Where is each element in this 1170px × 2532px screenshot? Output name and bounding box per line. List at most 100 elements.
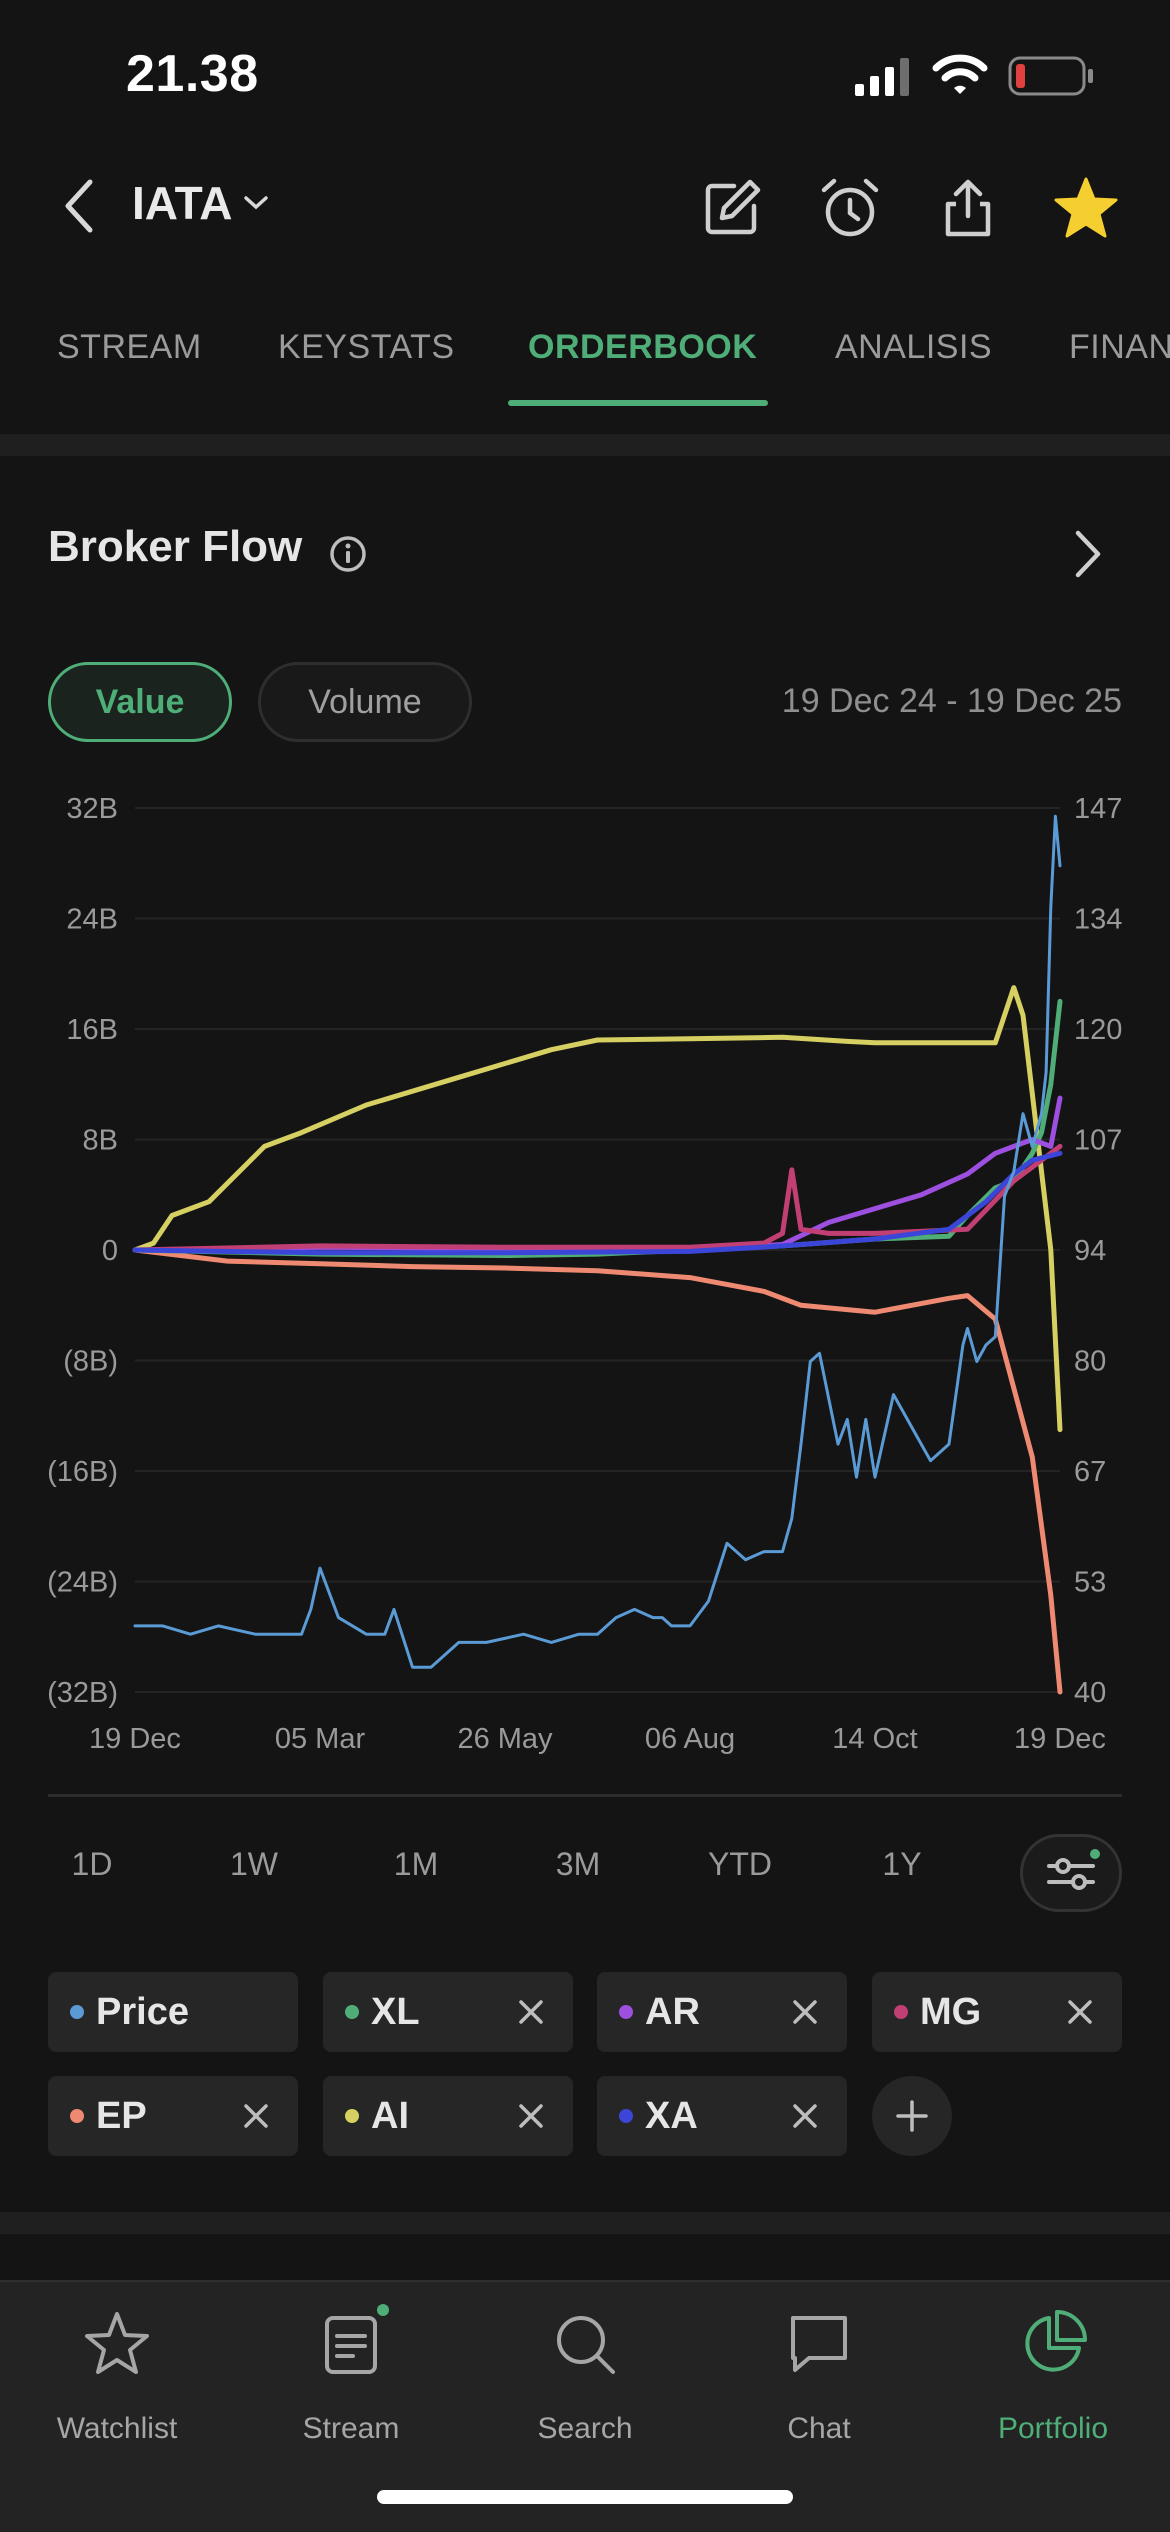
tab-analisis[interactable]: ANALISIS: [835, 328, 993, 366]
y-right-tick-label: 147: [1074, 793, 1122, 825]
cellular-signal-icon: [855, 58, 909, 96]
y-left-tick-label: (16B): [47, 1456, 118, 1488]
tab-keystats[interactable]: KEYSTATS: [278, 328, 455, 366]
series-color-dot: [345, 2005, 359, 2019]
stream-icon: [325, 2304, 389, 2374]
legend-label: EP: [96, 2094, 147, 2137]
nav-label: Watchlist: [56, 2412, 178, 2445]
card-title: Broker Flow: [48, 522, 303, 571]
chart-settings-button[interactable]: [1020, 1834, 1122, 1912]
close-icon[interactable]: [785, 1992, 825, 2032]
x-tick-label: 05 Mar: [275, 1723, 366, 1755]
close-icon[interactable]: [511, 1992, 551, 2032]
tab-stream[interactable]: STREAM: [57, 328, 202, 366]
legend-chip-price[interactable]: Price: [48, 1972, 298, 2052]
series-line-ar: [132, 1095, 1063, 1253]
y-right-tick-label: 94: [1074, 1235, 1106, 1267]
series-color-dot: [619, 2005, 633, 2019]
chevron-down-icon: [243, 196, 268, 210]
date-range-label: 19 Dec 24 - 19 Dec 25: [781, 682, 1122, 720]
share-button[interactable]: [932, 172, 1004, 244]
legend-chip-mg[interactable]: MG: [872, 1972, 1122, 2052]
chevron-right-icon: [1075, 530, 1101, 578]
legend-chip-xl[interactable]: XL: [323, 1972, 573, 2052]
series-color-dot: [70, 2109, 84, 2123]
search-icon: [557, 2316, 615, 2374]
broker-flow-chart[interactable]: 32B 24B 16B 8B 0 (8B) (16B) (24B) (32B) 147 134 12…: [0, 770, 1170, 1770]
series-line-price: [133, 814, 1062, 1669]
x-tick-label: 06 Aug: [645, 1723, 735, 1755]
range-ytd-button[interactable]: YTD: [708, 1846, 772, 1882]
y-left-tick-label: 24B: [66, 904, 118, 936]
y-left-tick-label: 16B: [66, 1014, 118, 1046]
legend-chip-ar[interactable]: AR: [597, 1972, 847, 2052]
y-left-tick-label: 0: [102, 1235, 118, 1267]
share-icon: [945, 179, 991, 237]
y-right-tick-label: 40: [1074, 1677, 1106, 1709]
range-3m-button[interactable]: 3M: [555, 1846, 601, 1882]
legend-chip-ep[interactable]: EP: [48, 2076, 298, 2156]
home-indicator: [377, 2490, 793, 2504]
legend-chip-xa[interactable]: XA: [597, 2076, 847, 2156]
status-time: 21.38: [126, 45, 259, 103]
back-button[interactable]: [48, 170, 112, 242]
edit-icon: [705, 179, 761, 235]
y-right-tick-label: 80: [1074, 1346, 1106, 1378]
range-1d-button[interactable]: 1D: [71, 1846, 113, 1882]
x-axis: 19 Dec 05 Mar 26 May 06 Aug 14 Oct 19 Dec: [89, 1723, 1106, 1755]
y-right-tick-label: 67: [1074, 1456, 1106, 1488]
legend-label: MG: [920, 1990, 982, 2033]
edit-note-button[interactable]: [696, 172, 768, 244]
range-1m-button[interactable]: 1M: [393, 1846, 439, 1882]
close-icon[interactable]: [1060, 1992, 1100, 2032]
star-filled-icon: [1054, 177, 1118, 238]
legend-label: Price: [96, 1990, 189, 2033]
chat-icon: [791, 2316, 847, 2372]
section-separator: [0, 434, 1170, 456]
favorite-star-button[interactable]: [1048, 172, 1124, 244]
wifi-icon: [932, 54, 988, 94]
open-broker-flow-button[interactable]: [1064, 524, 1114, 584]
info-icon[interactable]: [328, 534, 368, 574]
chart-divider: [48, 1794, 1122, 1797]
active-tab-indicator: [508, 400, 768, 406]
close-icon[interactable]: [236, 2096, 276, 2136]
section-separator: [0, 2212, 1170, 2234]
x-tick-label: 19 Dec: [1014, 1723, 1106, 1755]
series-line-ep: [132, 1247, 1063, 1695]
tab-financials[interactable]: FINAN: [1069, 328, 1170, 366]
x-tick-label: 14 Oct: [832, 1723, 917, 1755]
ticker-symbol: IATA: [132, 177, 233, 229]
price-alert-button[interactable]: [814, 172, 886, 244]
add-broker-button[interactable]: [872, 2076, 952, 2156]
sliders-icon: [1047, 1849, 1100, 1890]
nav-label: Portfolio: [997, 2412, 1109, 2445]
value-toggle-button[interactable]: Value: [48, 662, 232, 742]
nav-label: Search: [537, 2412, 633, 2445]
close-icon[interactable]: [511, 2096, 551, 2136]
nav-label: Chat: [787, 2412, 851, 2445]
range-1y-button[interactable]: 1Y: [882, 1846, 922, 1882]
y-left-tick-label: 8B: [83, 1125, 118, 1157]
y-right-tick-label: 107: [1074, 1125, 1122, 1157]
close-icon[interactable]: [785, 2096, 825, 2136]
chevron-left-icon: [65, 179, 93, 233]
battery-low-icon: [1008, 56, 1093, 96]
volume-toggle-button[interactable]: Volume: [258, 662, 472, 742]
legend-label: XL: [371, 1990, 420, 2033]
y-axis-left: 32B 24B 16B 8B 0 (8B) (16B) (24B) (32B): [47, 793, 118, 1709]
series-line-xa: [132, 1150, 1063, 1256]
ticker-selector[interactable]: IATA: [132, 176, 269, 230]
y-left-tick-label: (8B): [63, 1346, 118, 1378]
legend-label: AI: [371, 2094, 409, 2137]
x-tick-label: 26 May: [457, 1723, 553, 1755]
chart-series: [132, 814, 1063, 1695]
tab-orderbook[interactable]: ORDERBOOK: [528, 328, 758, 366]
legend-chip-ai[interactable]: AI: [323, 2076, 573, 2156]
y-axis-right: 147 134 120 107 94 80 67 53 40: [1074, 793, 1122, 1709]
portfolio-icon: [1025, 2310, 1087, 2372]
star-icon: [85, 2312, 149, 2374]
legend-label: AR: [645, 1990, 700, 2033]
series-color-dot: [70, 2005, 84, 2019]
range-1w-button[interactable]: 1W: [230, 1846, 278, 1882]
